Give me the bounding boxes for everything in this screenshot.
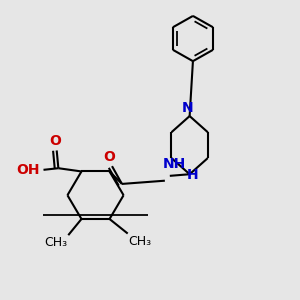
Text: H: H <box>186 168 198 182</box>
Text: CH₃: CH₃ <box>44 236 67 249</box>
Text: OH: OH <box>16 163 40 177</box>
Text: O: O <box>103 150 115 164</box>
Text: N: N <box>182 101 194 115</box>
Text: NH: NH <box>163 157 186 171</box>
Text: CH₃: CH₃ <box>129 235 152 248</box>
Text: O: O <box>49 134 61 148</box>
